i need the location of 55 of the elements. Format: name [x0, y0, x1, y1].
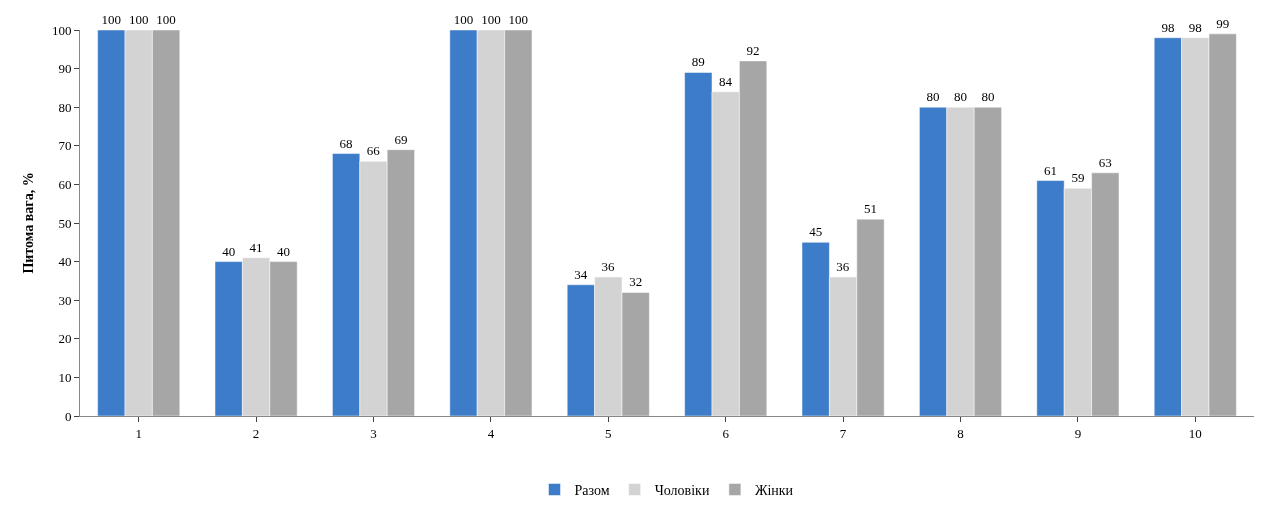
x-tick-label: 4 [487, 425, 495, 441]
data-label: 89 [691, 54, 705, 70]
y-tick-label: 30 [58, 292, 72, 308]
y-tick-label: 100 [51, 22, 72, 38]
y-tick-label: 20 [58, 331, 72, 347]
x-tick-label: 5 [605, 425, 612, 441]
x-tick-label: 9 [1074, 425, 1082, 441]
data-label: 100 [101, 12, 122, 27]
x-tick-label: 3 [370, 425, 377, 441]
y-axis-title: Питома вага, % [20, 172, 36, 274]
y-tick-label: 50 [58, 215, 72, 231]
y-tick-label: 10 [58, 369, 72, 385]
x-tick-label: 1 [135, 425, 142, 441]
data-label: 84 [718, 73, 733, 89]
y-tick-label: 90 [58, 61, 72, 77]
x-tick-label: 8 [957, 425, 964, 441]
x-tick-label: 10 [1188, 425, 1202, 441]
y-tick-label: 70 [58, 138, 72, 154]
data-label: 80 [981, 89, 995, 105]
data-label: 36 [836, 259, 850, 275]
legend-label: Разом [574, 482, 610, 498]
data-label: 92 [746, 42, 760, 58]
legend-label: Чоловіки [654, 482, 710, 498]
data-label: 100 [453, 12, 474, 27]
y-tick-label: 60 [58, 176, 72, 192]
data-label: 100 [481, 12, 501, 27]
data-label: 80 [926, 89, 940, 105]
data-label: 80 [954, 89, 967, 105]
data-label: 100 [156, 12, 176, 27]
y-tick-label: 40 [58, 254, 72, 270]
x-tick-label: 2 [252, 425, 260, 441]
data-label: 98 [1188, 19, 1202, 35]
x-tick-label: 6 [722, 425, 730, 441]
data-label: 40 [222, 243, 236, 259]
data-label: 51 [863, 201, 877, 217]
data-label: 59 [1071, 170, 1085, 186]
legend-label: Жінки [754, 482, 794, 498]
y-tick-label: 0 [64, 408, 72, 424]
data-label: 66 [366, 143, 381, 159]
data-label: 61 [1044, 162, 1058, 178]
data-label: 36 [601, 259, 616, 275]
data-label: 99 [1216, 15, 1230, 31]
data-label: 40 [276, 243, 290, 259]
data-label: 34 [574, 266, 588, 282]
y-tick-label: 80 [58, 99, 72, 115]
data-label: 100 [508, 12, 529, 27]
data-label: 69 [394, 131, 408, 147]
data-label: 68 [339, 135, 353, 151]
x-tick-label: 7 [839, 425, 847, 441]
data-label: 32 [629, 274, 643, 290]
data-label: 63 [1098, 154, 1112, 170]
data-label: 100 [128, 12, 149, 27]
data-label: 98 [1161, 19, 1175, 35]
data-label: 45 [809, 224, 823, 240]
data-label: 41 [249, 239, 263, 255]
